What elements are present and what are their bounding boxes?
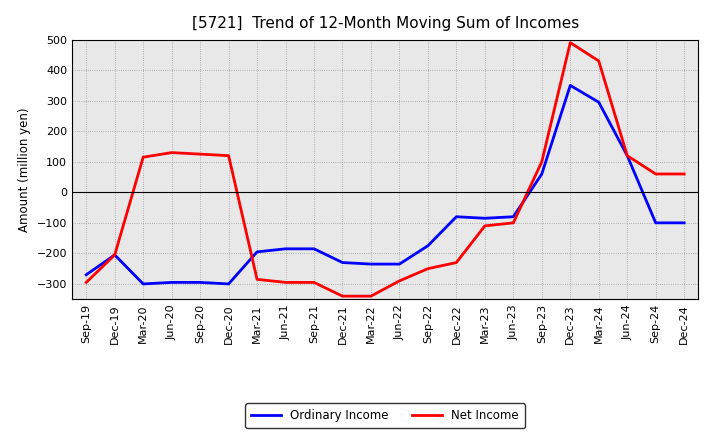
Ordinary Income xyxy=(566,83,575,88)
Net Income xyxy=(537,159,546,165)
Ordinary Income xyxy=(167,280,176,285)
Ordinary Income xyxy=(139,281,148,286)
Net Income xyxy=(623,153,631,158)
Net Income xyxy=(423,266,432,271)
Ordinary Income xyxy=(509,214,518,220)
Net Income xyxy=(253,277,261,282)
Ordinary Income xyxy=(452,214,461,220)
Net Income xyxy=(652,171,660,176)
Line: Net Income: Net Income xyxy=(86,43,684,296)
Ordinary Income xyxy=(338,260,347,265)
Legend: Ordinary Income, Net Income: Ordinary Income, Net Income xyxy=(246,403,525,428)
Net Income xyxy=(82,280,91,285)
Ordinary Income xyxy=(595,99,603,105)
Net Income xyxy=(167,150,176,155)
Net Income xyxy=(196,151,204,157)
Net Income xyxy=(282,280,290,285)
Net Income xyxy=(566,40,575,45)
Ordinary Income xyxy=(680,220,688,225)
Net Income xyxy=(480,223,489,228)
Ordinary Income xyxy=(253,249,261,254)
Net Income xyxy=(595,59,603,64)
Ordinary Income xyxy=(395,261,404,267)
Ordinary Income xyxy=(282,246,290,251)
Net Income xyxy=(366,293,375,299)
Net Income xyxy=(509,220,518,225)
Net Income xyxy=(310,280,318,285)
Ordinary Income xyxy=(110,252,119,257)
Net Income xyxy=(338,293,347,299)
Ordinary Income xyxy=(423,243,432,249)
Ordinary Income xyxy=(310,246,318,251)
Ordinary Income xyxy=(652,220,660,225)
Ordinary Income xyxy=(82,272,91,277)
Net Income xyxy=(680,171,688,176)
Line: Ordinary Income: Ordinary Income xyxy=(86,85,684,284)
Net Income xyxy=(139,154,148,160)
Title: [5721]  Trend of 12-Month Moving Sum of Incomes: [5721] Trend of 12-Month Moving Sum of I… xyxy=(192,16,579,32)
Y-axis label: Amount (million yen): Amount (million yen) xyxy=(18,107,31,231)
Ordinary Income xyxy=(366,261,375,267)
Ordinary Income xyxy=(196,280,204,285)
Ordinary Income xyxy=(623,153,631,158)
Net Income xyxy=(225,153,233,158)
Ordinary Income xyxy=(480,216,489,221)
Ordinary Income xyxy=(537,171,546,176)
Net Income xyxy=(395,278,404,283)
Ordinary Income xyxy=(225,281,233,286)
Net Income xyxy=(452,260,461,265)
Net Income xyxy=(110,252,119,257)
